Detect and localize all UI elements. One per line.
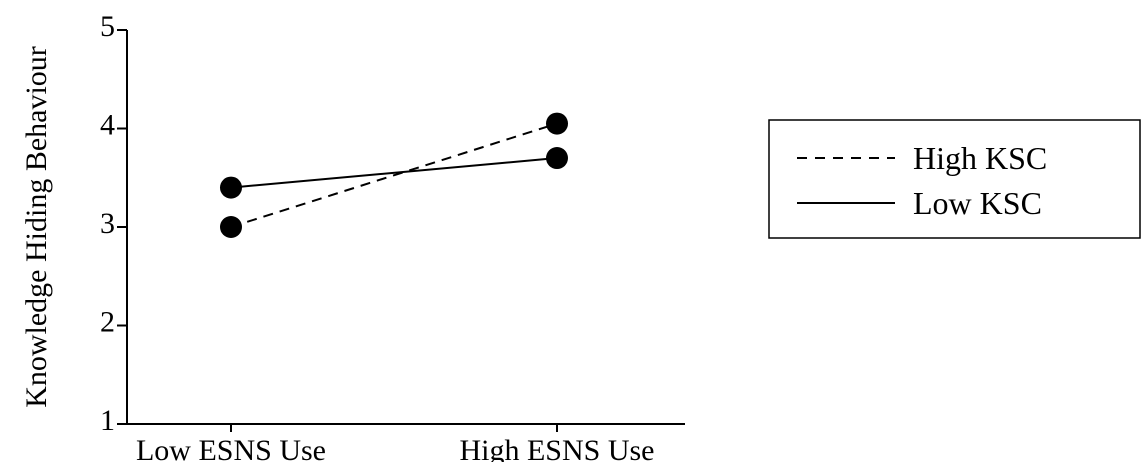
legend-label-low-ksc: Low KSC [913,185,1042,221]
y-ticks: 1 2 3 4 5 [100,10,127,437]
x-tick-label: High ESNS Use [459,434,654,462]
axes [126,30,685,425]
data-point-low-ksc-1 [220,176,242,199]
series-layer [220,112,568,238]
data-point-high-ksc-2 [546,112,568,135]
data-point-low-ksc-2 [546,147,568,170]
y-tick-label: 1 [100,404,115,437]
y-axis-label: Knowledge Hiding Behaviour [20,46,53,408]
x-tick-label: Low ESNS Use [136,434,326,462]
data-point-high-ksc-1 [220,216,242,238]
y-tick-label: 5 [100,10,115,43]
x-ticks: Low ESNS Use High ESNS Use [136,424,655,462]
series-line-low-ksc [230,157,558,189]
series-line-high-ksc [230,122,558,228]
y-tick-label: 4 [100,109,115,142]
legend-label-high-ksc: High KSC [913,140,1047,176]
y-tick-label: 3 [100,207,115,240]
y-tick-label: 2 [100,306,115,339]
legend-box [768,119,1141,239]
legend: High KSC Low KSC [768,119,1141,239]
